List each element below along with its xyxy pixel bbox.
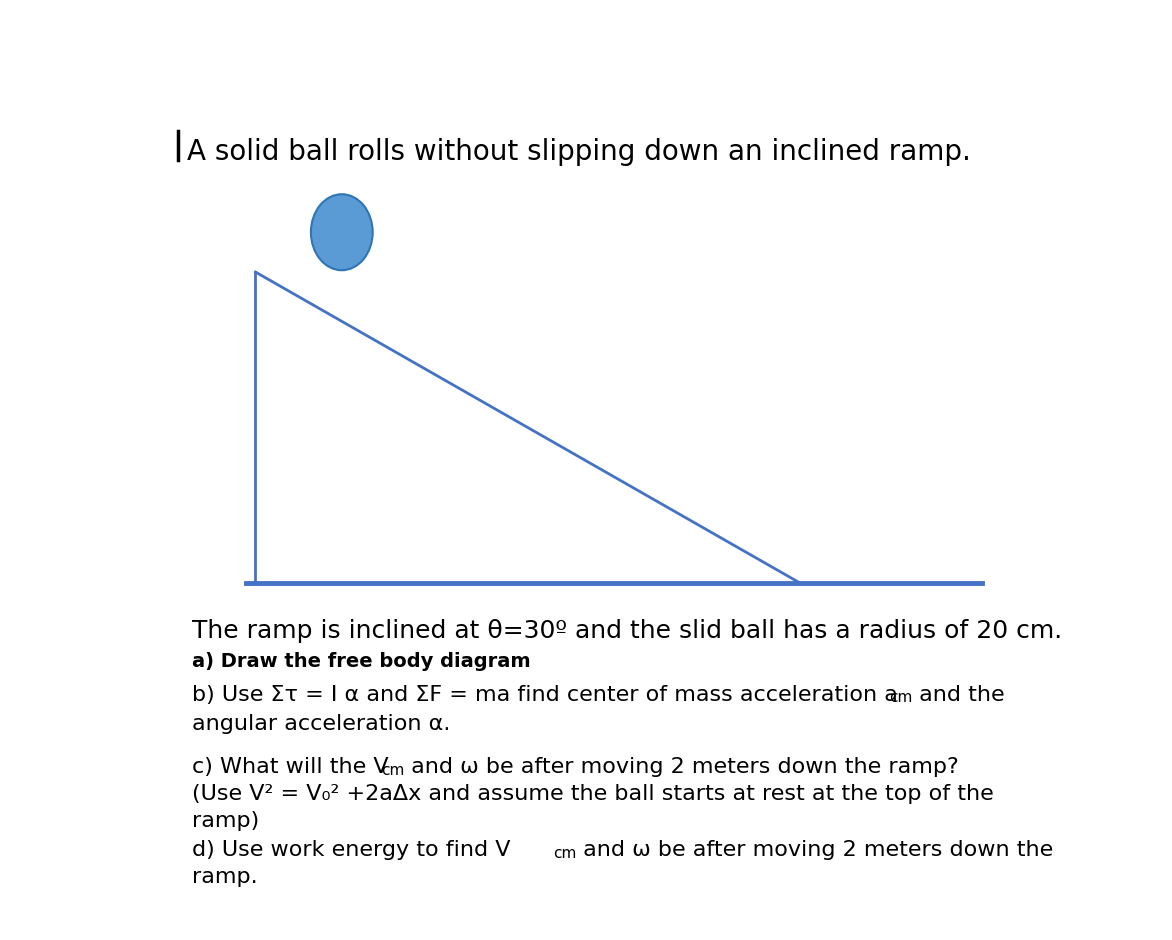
Text: c) What will the V: c) What will the V: [192, 757, 389, 777]
Text: angular acceleration α.: angular acceleration α.: [192, 713, 450, 733]
Text: and ω be after moving 2 meters down the: and ω be after moving 2 meters down the: [577, 840, 1054, 860]
Text: ramp.: ramp.: [192, 867, 258, 887]
Text: and the: and the: [912, 684, 1004, 705]
Text: A solid ball rolls without slipping down an inclined ramp.: A solid ball rolls without slipping down…: [188, 138, 972, 166]
Text: b) Use Στ = I α and ΣF = ma find center of mass acceleration a: b) Use Στ = I α and ΣF = ma find center …: [192, 684, 898, 705]
Text: (Use V² = V₀² +2aΔx and assume the ball starts at rest at the top of the: (Use V² = V₀² +2aΔx and assume the ball …: [192, 784, 994, 804]
Text: and ω be after moving 2 meters down the ramp?: and ω be after moving 2 meters down the …: [403, 757, 959, 777]
Text: d) Use work energy to find V: d) Use work energy to find V: [192, 840, 511, 860]
Ellipse shape: [311, 195, 373, 270]
Text: ramp): ramp): [192, 810, 259, 831]
Text: cm: cm: [890, 690, 913, 705]
Text: a) Draw the free body diagram: a) Draw the free body diagram: [192, 652, 531, 671]
Text: cm: cm: [553, 846, 577, 861]
Text: cm: cm: [381, 762, 404, 777]
Text: The ramp is inclined at θ=30º and the slid ball has a radius of 20 cm.: The ramp is inclined at θ=30º and the sl…: [192, 619, 1062, 644]
